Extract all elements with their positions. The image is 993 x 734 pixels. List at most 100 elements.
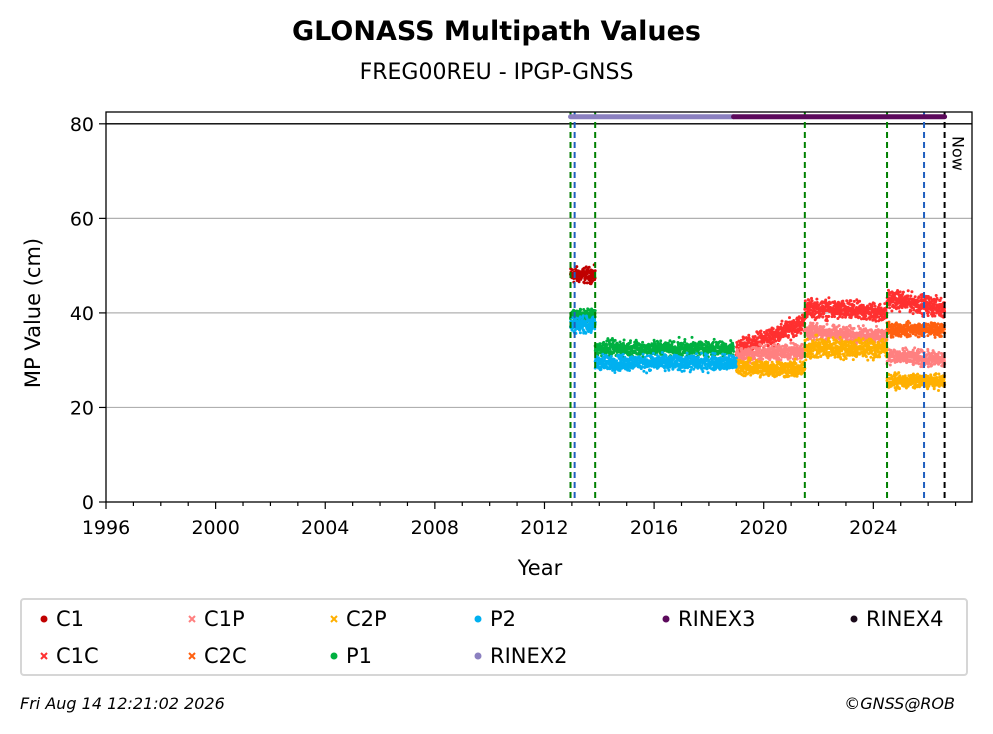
data-point <box>896 301 900 305</box>
data-point <box>910 290 914 294</box>
data-point <box>926 365 930 369</box>
data-point <box>812 315 816 319</box>
data-point <box>761 357 765 361</box>
series-c1 <box>569 263 597 286</box>
data-point <box>825 319 829 323</box>
data-point <box>891 300 895 304</box>
data-point <box>571 268 574 272</box>
data-point <box>810 296 813 300</box>
data-point <box>766 361 770 364</box>
data-point <box>788 316 791 320</box>
data-point <box>817 303 821 307</box>
data-point <box>794 334 798 337</box>
data-point <box>917 335 921 339</box>
data-point <box>917 350 921 354</box>
data-point <box>822 325 826 329</box>
data-point <box>917 295 921 299</box>
data-points <box>569 263 947 392</box>
data-point <box>933 314 937 318</box>
data-point <box>825 322 829 326</box>
data-point <box>798 360 802 364</box>
data-point <box>800 313 804 317</box>
data-point <box>933 335 937 339</box>
data-point <box>787 334 790 337</box>
data-point <box>828 302 832 305</box>
data-point <box>891 335 895 339</box>
data-point <box>874 309 878 313</box>
data-point <box>837 324 841 328</box>
data-point <box>833 315 836 319</box>
data-point <box>811 321 815 325</box>
data-point <box>937 389 940 392</box>
data-point <box>815 333 819 337</box>
data-point <box>749 356 752 360</box>
data-point <box>641 340 645 344</box>
data-point <box>747 336 751 340</box>
data-point <box>816 355 820 359</box>
data-point <box>807 298 811 302</box>
series-c2c <box>885 319 947 339</box>
data-point <box>838 352 842 356</box>
data-point <box>874 319 878 323</box>
data-point <box>827 336 831 340</box>
data-point <box>771 327 775 331</box>
data-point <box>842 302 846 306</box>
data-point <box>852 299 856 303</box>
data-point <box>838 335 842 339</box>
series-p1 <box>569 307 736 360</box>
data-point <box>827 314 831 318</box>
data-point <box>587 265 591 269</box>
data-point <box>800 327 804 331</box>
data-point <box>906 289 910 293</box>
data-point <box>872 302 876 306</box>
data-point <box>804 358 808 362</box>
data-point <box>740 347 744 350</box>
data-point <box>852 303 856 307</box>
data-point <box>909 309 913 313</box>
grid-lines <box>106 123 972 409</box>
data-point <box>898 387 901 391</box>
data-point <box>585 272 589 276</box>
data-point <box>785 344 789 348</box>
data-point <box>890 309 894 313</box>
data-point <box>897 371 901 375</box>
data-point <box>805 337 809 341</box>
data-point <box>593 309 597 313</box>
data-point <box>753 335 757 338</box>
data-point <box>913 346 917 350</box>
data-point <box>884 338 888 342</box>
data-point <box>815 297 819 301</box>
data-point <box>779 322 783 326</box>
data-point <box>926 334 930 338</box>
data-point <box>926 314 930 318</box>
data-point <box>934 372 938 376</box>
data-point <box>934 294 938 297</box>
data-point <box>845 299 849 303</box>
data-point <box>844 357 848 360</box>
data-point <box>908 334 912 338</box>
data-point <box>839 306 843 310</box>
data-point <box>759 329 763 333</box>
data-point <box>932 311 936 315</box>
data-point <box>836 317 840 320</box>
data-point <box>875 324 878 328</box>
data-point <box>593 269 597 273</box>
data-point <box>916 347 920 351</box>
data-point <box>849 316 853 320</box>
data-point <box>819 355 823 358</box>
data-point <box>803 299 807 303</box>
data-point <box>927 310 931 314</box>
data-point <box>795 344 799 348</box>
data-point <box>797 318 800 322</box>
data-point <box>942 327 946 331</box>
data-point <box>937 351 941 354</box>
data-point <box>873 304 877 308</box>
data-point <box>824 298 828 302</box>
data-point <box>864 314 868 318</box>
data-point <box>939 296 943 300</box>
data-point <box>888 363 892 367</box>
data-point <box>759 343 763 347</box>
data-point <box>815 321 819 325</box>
data-point <box>913 295 917 299</box>
data-point <box>622 338 626 342</box>
